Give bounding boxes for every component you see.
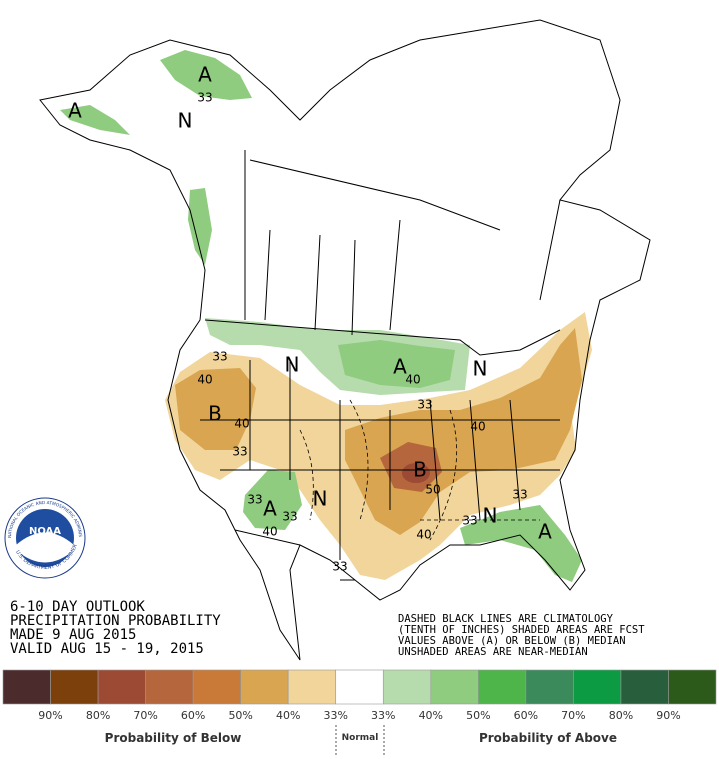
map-label: 33 xyxy=(197,91,212,105)
header-line: MADE 9 AUG 2015 xyxy=(10,627,136,643)
legend-label: 90% xyxy=(656,709,680,722)
logo-ring-bottom: U.S. DEPARTMENT OF COMMERCE xyxy=(0,0,79,571)
legend-swatch xyxy=(50,669,99,705)
header-line: PRECIPITATION PROBABILITY xyxy=(10,613,221,629)
legend-swatch xyxy=(2,669,51,705)
legend-label: 70% xyxy=(133,709,157,722)
map-label: 33 xyxy=(247,493,262,507)
above-southwest xyxy=(243,470,302,530)
notes: DASHED BLACK LINES ARE CLIMATOLOGY (TENT… xyxy=(398,613,645,658)
legend-normal: Normal xyxy=(342,733,379,743)
map-label: A xyxy=(393,355,407,379)
legend-swatch xyxy=(145,669,194,705)
map-label: 33 xyxy=(212,350,227,364)
climo-line xyxy=(299,399,540,541)
legend-swatch xyxy=(620,669,669,705)
note-line: UNSHADED AREAS ARE NEAR-MEDIAN xyxy=(398,646,588,658)
note-line: DASHED BLACK LINES ARE CLIMATOLOGY xyxy=(398,613,614,625)
map-label: 40 xyxy=(416,528,431,542)
header: 6-10 DAY OUTLOOK PRECIPITATION PROBABILI… xyxy=(10,599,221,657)
header-line: VALID AUG 15 - 19, 2015 xyxy=(10,641,204,657)
map-label: N xyxy=(483,504,498,528)
legend-label: 40% xyxy=(276,709,300,722)
map-label: 33 xyxy=(512,488,527,502)
map-label: 33 xyxy=(332,560,347,574)
legend-label: 40% xyxy=(419,709,443,722)
legend-label: 80% xyxy=(86,709,110,722)
above-alaska xyxy=(160,50,252,100)
legend-swatch xyxy=(668,669,717,705)
logo-ring-top: NATIONAL OCEANIC AND ATMOSPHERIC ADMINIS… xyxy=(0,0,83,538)
map-label: 33 xyxy=(462,514,477,528)
legend-label: 60% xyxy=(181,709,205,722)
map-label: 50 xyxy=(425,483,440,497)
legend-swatch xyxy=(525,669,574,705)
map-label: 40 xyxy=(234,417,249,431)
above-se-alaska xyxy=(188,188,212,265)
outlines xyxy=(39,19,651,661)
map-label: 33 xyxy=(282,510,297,524)
above-aleutian xyxy=(60,105,130,135)
legend-label: 60% xyxy=(514,709,538,722)
legend-swatch xyxy=(478,669,527,705)
noaa-logo: NOAA NATIONAL OCEANIC AND ATMOSPHERIC AD… xyxy=(0,0,86,579)
map-label: B xyxy=(208,402,222,426)
note-line: (TENTH OF INCHES) SHADED AREAS ARE FCST xyxy=(398,624,645,636)
map-label: N xyxy=(473,357,488,381)
provinces xyxy=(244,150,561,336)
legend-label: 90% xyxy=(38,709,62,722)
legend: 90% 80% 70% 60% 50% 40% 33% 33% 40% 50% 60% 70% 80% 9… xyxy=(2,669,717,722)
legend-label: 50% xyxy=(228,709,252,722)
logo-ring-bottom-text: U.S. DEPARTMENT OF COMMERCE xyxy=(0,0,79,571)
map-label: 40 xyxy=(405,373,420,387)
coastline xyxy=(39,19,651,661)
legend-swatch xyxy=(382,669,432,705)
map-label: A xyxy=(198,63,212,87)
note-line: VALUES ABOVE (A) OR BELOW (B) MEDIAN xyxy=(398,635,626,647)
map-label: 33 xyxy=(417,398,432,412)
legend-swatch xyxy=(573,669,622,705)
map-label: 40 xyxy=(197,373,212,387)
legend-swatch xyxy=(240,669,289,705)
above-lakes xyxy=(338,340,455,388)
legend-label: 70% xyxy=(561,709,585,722)
legend-swatch xyxy=(97,669,146,705)
legend-label: 50% xyxy=(466,709,490,722)
map-label: B xyxy=(413,458,427,482)
legend-below: Probability of Below xyxy=(105,731,242,745)
logo-wave xyxy=(16,532,74,563)
map-label: N xyxy=(178,109,193,133)
map-label: 40 xyxy=(470,420,485,434)
border xyxy=(204,319,561,581)
legend-above: Probability of Above xyxy=(479,731,617,745)
map-label: A xyxy=(538,520,552,544)
logo-ring-top-text: NATIONAL OCEANIC AND ATMOSPHERIC ADMINIS… xyxy=(0,0,83,538)
below-60 xyxy=(402,463,430,483)
shading xyxy=(60,50,592,582)
climatology xyxy=(299,399,540,541)
map-label: A xyxy=(263,497,277,521)
states xyxy=(200,360,560,560)
logo-name: NOAA xyxy=(29,526,61,537)
legend-swatch xyxy=(287,669,337,705)
map-label: N xyxy=(285,353,300,377)
legend-swatch xyxy=(335,669,384,705)
legend-swatch xyxy=(192,669,241,705)
legend-label: 80% xyxy=(609,709,633,722)
map-label: A xyxy=(68,99,82,123)
legend-swatch xyxy=(430,669,479,705)
map-label: 40 xyxy=(262,525,277,539)
map-label: 33 xyxy=(232,445,247,459)
map-label: N xyxy=(313,487,328,511)
map-labels: A N A N A N B B A N N A 33 40 40 33 33 3… xyxy=(68,63,552,574)
below-40-west xyxy=(175,368,256,450)
above-southeast xyxy=(460,505,582,582)
legend-label: 33% xyxy=(371,709,395,722)
legend-label: 33% xyxy=(324,709,348,722)
header-line: 6-10 DAY OUTLOOK xyxy=(10,599,145,615)
